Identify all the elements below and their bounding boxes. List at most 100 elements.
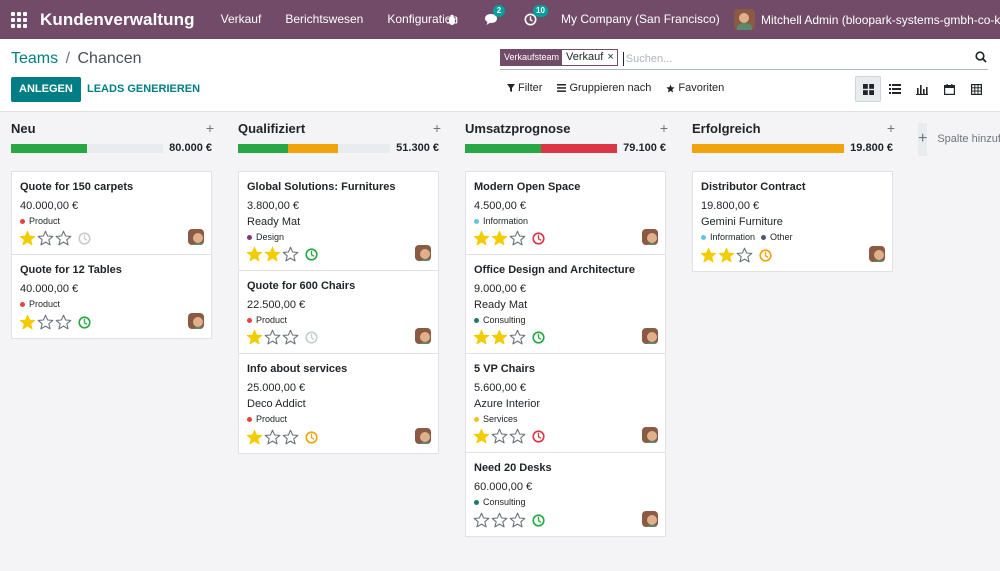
- add-column-button[interactable]: + Spalte hinzufügen: [918, 122, 1000, 156]
- group-by-button[interactable]: Gruppieren nach: [557, 82, 651, 94]
- column-quick-create-icon[interactable]: +: [886, 120, 895, 136]
- company-switcher[interactable]: My Company (San Francisco): [561, 12, 720, 26]
- menu-item-reporting[interactable]: Berichtswesen: [285, 12, 364, 26]
- column-progress-bar[interactable]: [692, 144, 844, 153]
- priority-star-icon[interactable]: [473, 428, 490, 445]
- priority-star-icon[interactable]: [264, 429, 281, 446]
- filter-button[interactable]: Filter: [507, 82, 542, 94]
- opportunity-card[interactable]: Quote for 150 carpets 40.000,00 € Product: [12, 172, 211, 255]
- activity-clock-icon[interactable]: [78, 315, 91, 329]
- opportunity-card[interactable]: Quote for 12 Tables 40.000,00 € Product: [12, 255, 211, 338]
- priority-star-icon[interactable]: [509, 512, 526, 529]
- tag-color-dot: [20, 301, 25, 307]
- menu-item-sales[interactable]: Verkauf: [220, 12, 262, 26]
- progress-segment[interactable]: [541, 144, 617, 153]
- generate-leads-button[interactable]: LEADS GENERIEREN: [87, 83, 201, 95]
- calendar-view-button[interactable]: [936, 76, 962, 102]
- priority-star-icon[interactable]: [246, 429, 263, 446]
- progress-segment[interactable]: [238, 144, 288, 153]
- card-amount: 3.800,00 €: [247, 200, 299, 212]
- opportunity-card[interactable]: Info about services 25.000,00 € Deco Addic…: [239, 354, 438, 453]
- column-total: 79.100 €: [623, 142, 666, 154]
- pivot-view-button[interactable]: [963, 76, 989, 102]
- activities-button[interactable]: 10: [524, 5, 548, 26]
- card-tags: Information Other: [701, 231, 884, 243]
- priority-star-icon[interactable]: [509, 428, 526, 445]
- favorites-button[interactable]: Favoriten: [666, 82, 724, 94]
- priority-star-icon[interactable]: [282, 246, 299, 263]
- progress-segment[interactable]: [288, 144, 338, 153]
- priority-star-icon[interactable]: [246, 246, 263, 263]
- card-footer: [19, 313, 204, 331]
- opportunity-card[interactable]: Quote for 600 Chairs 22.500,00 € Product: [239, 271, 438, 354]
- priority-star-icon[interactable]: [282, 329, 299, 346]
- opportunity-card[interactable]: Office Design and Architecture 9.000,00 €…: [466, 255, 665, 354]
- column-title[interactable]: Qualifiziert: [238, 121, 306, 136]
- priority-star-icon[interactable]: [19, 230, 36, 247]
- progress-segment[interactable]: [465, 144, 541, 153]
- messages-button[interactable]: 2: [484, 5, 505, 26]
- priority-star-icon[interactable]: [473, 512, 490, 529]
- priority-star-icon[interactable]: [37, 230, 54, 247]
- breadcrumb-teams[interactable]: Teams: [11, 50, 59, 67]
- activity-clock-icon[interactable]: [305, 247, 318, 261]
- column-progress-bar[interactable]: [465, 144, 617, 153]
- search-input[interactable]: [622, 51, 963, 66]
- progress-segment[interactable]: [692, 144, 844, 153]
- activity-clock-icon[interactable]: [759, 248, 772, 262]
- opportunity-card[interactable]: Distributor Contract 19.800,00 € Gemini Fu…: [693, 172, 892, 271]
- priority-star-icon[interactable]: [264, 246, 281, 263]
- activity-clock-icon[interactable]: [78, 231, 91, 245]
- activity-clock-icon[interactable]: [532, 231, 545, 245]
- priority-star-icon[interactable]: [736, 247, 753, 264]
- tag-color-dot: [247, 317, 252, 323]
- priority-star-icon[interactable]: [509, 230, 526, 247]
- menu-item-configuration[interactable]: Konfiguration: [387, 12, 459, 26]
- priority-star-icon[interactable]: [246, 329, 263, 346]
- activity-clock-icon[interactable]: [305, 330, 318, 344]
- priority-star-icon[interactable]: [491, 512, 508, 529]
- priority-star-icon[interactable]: [55, 314, 72, 331]
- column-title[interactable]: Erfolgreich: [692, 121, 761, 136]
- priority-star-icon[interactable]: [509, 329, 526, 346]
- opportunity-card[interactable]: Need 20 Desks 60.000,00 € Consulting: [466, 453, 665, 536]
- facet-remove-icon[interactable]: ×: [607, 50, 617, 65]
- priority-star-icon[interactable]: [718, 247, 735, 264]
- activity-clock-icon[interactable]: [532, 429, 545, 443]
- priority-star-icon[interactable]: [19, 314, 36, 331]
- debug-bug-icon[interactable]: [446, 14, 458, 26]
- column-quick-create-icon[interactable]: +: [432, 120, 441, 136]
- priority-star-icon[interactable]: [55, 230, 72, 247]
- priority-star-icon[interactable]: [491, 329, 508, 346]
- activity-clock-icon[interactable]: [532, 513, 545, 527]
- list-view-button[interactable]: [882, 76, 908, 102]
- priority-star-icon[interactable]: [473, 230, 490, 247]
- apps-menu-icon[interactable]: [11, 11, 27, 28]
- search-icon[interactable]: [975, 51, 987, 63]
- priority-star-icon[interactable]: [473, 329, 490, 346]
- kanban-view-button[interactable]: [855, 76, 881, 102]
- activity-clock-icon[interactable]: [305, 430, 318, 444]
- app-brand[interactable]: Kundenverwaltung: [40, 9, 195, 29]
- column-title[interactable]: Neu: [11, 121, 36, 136]
- priority-star-icon[interactable]: [491, 428, 508, 445]
- priority-star-icon[interactable]: [264, 329, 281, 346]
- column-progress-bar[interactable]: [11, 144, 163, 153]
- column-quick-create-icon[interactable]: +: [659, 120, 668, 136]
- user-menu[interactable]: Mitchell Admin (bloopark-systems-gmbh-co…: [734, 9, 1000, 30]
- priority-star-icon[interactable]: [37, 314, 54, 331]
- priority-star-icon[interactable]: [700, 247, 717, 264]
- priority-star-icon[interactable]: [282, 429, 299, 446]
- column-progress-bar[interactable]: [238, 144, 390, 153]
- opportunity-card[interactable]: Global Solutions: Furnitures 3.800,00 € Re…: [239, 172, 438, 271]
- graph-view-button[interactable]: [909, 76, 935, 102]
- opportunity-card[interactable]: Modern Open Space 4.500,00 € Information: [466, 172, 665, 255]
- create-button[interactable]: ANLEGEN: [11, 77, 81, 102]
- card-tags: Product: [247, 314, 430, 326]
- activity-clock-icon[interactable]: [532, 330, 545, 344]
- priority-star-icon[interactable]: [491, 230, 508, 247]
- column-quick-create-icon[interactable]: +: [205, 120, 214, 136]
- opportunity-card[interactable]: 5 VP Chairs 5.600,00 € Azure Interior Servi…: [466, 354, 665, 453]
- progress-segment[interactable]: [11, 144, 87, 153]
- column-title[interactable]: Umsatzprognose: [465, 121, 571, 136]
